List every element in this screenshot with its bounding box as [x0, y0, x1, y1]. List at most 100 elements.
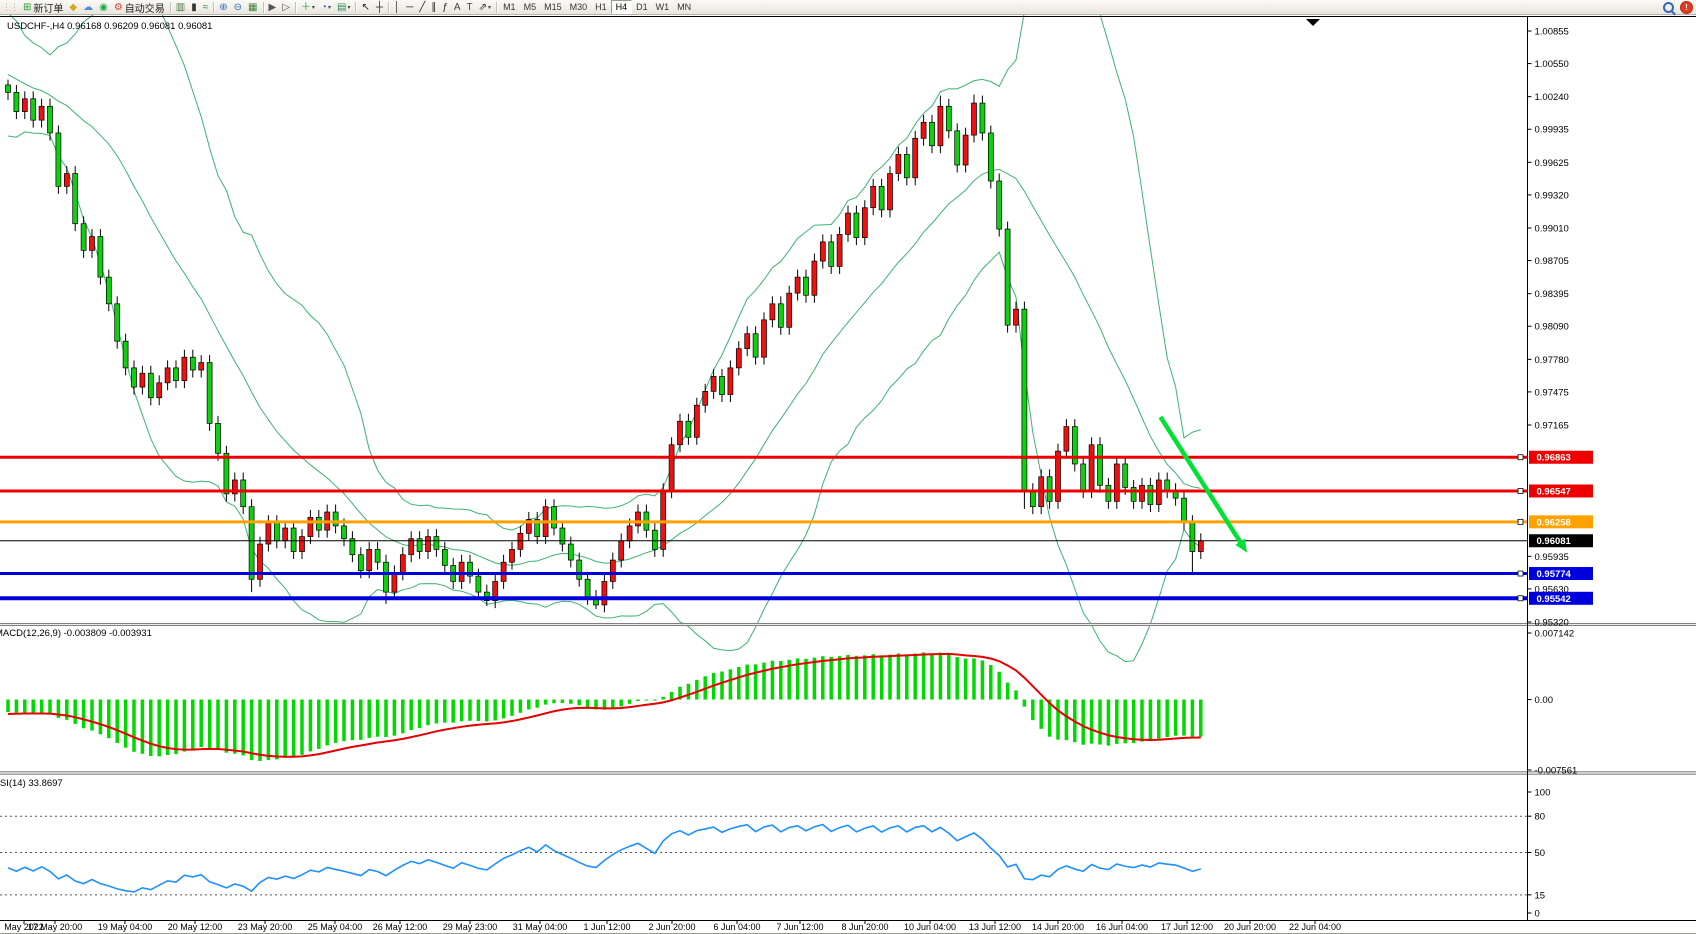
rsi-tick-label: 15 — [1535, 890, 1546, 901]
line-chart-button[interactable]: ≈ — [200, 1, 212, 14]
search-button-icon — [1663, 1, 1674, 13]
zoom-in-button[interactable]: ⊕ — [216, 1, 230, 14]
fibonacci-icon: ƒ — [442, 1, 448, 13]
chart-shift-button[interactable]: ▷ — [279, 1, 293, 14]
search-button[interactable] — [1660, 1, 1677, 14]
time-tick-label: 31 May 04:00 — [513, 922, 568, 932]
price-tick-label: 0.99935 — [1535, 125, 1569, 136]
time-tick-label: 13 Jun 12:00 — [969, 922, 1021, 932]
trendline-button[interactable]: ╱ — [416, 1, 428, 14]
time-tick-label: 7 Jun 12:00 — [776, 922, 823, 932]
zoom-out-button[interactable]: ⊖ — [231, 1, 245, 14]
fibonacci-button[interactable]: ƒ — [439, 1, 451, 14]
price-tick-label: 0.95630 — [1535, 584, 1569, 595]
signals-icon[interactable]: ◉ — [96, 1, 111, 14]
text-button[interactable]: A — [451, 1, 464, 14]
timeframe-button-h4[interactable]: H4 — [610, 0, 633, 14]
macd-tick-label: -0.007561 — [1535, 766, 1578, 777]
price-label-text: 0.96547 — [1537, 486, 1571, 497]
time-tick-label: 2 Jun 20:00 — [648, 922, 695, 932]
profiles-icon[interactable]: ☁ — [80, 1, 96, 14]
profiles-icon-icon: ☁ — [83, 1, 94, 13]
auto-trading-button[interactable]: ⚙ 自动交易 — [111, 1, 168, 15]
hline-anchor — [1517, 570, 1524, 577]
cursor-button[interactable]: ↖ — [358, 1, 372, 14]
tile-windows-icon: ▦ — [248, 1, 258, 13]
price-tick-label: 0.98090 — [1535, 322, 1569, 333]
chevron-down-icon: ▾ — [327, 4, 331, 11]
macd-tick-label: 0.007142 — [1535, 629, 1575, 640]
timeframe-button-m15[interactable]: M15 — [544, 2, 562, 12]
price-label-box — [1529, 515, 1593, 529]
bollinger-lower-band — [7, 131, 1202, 663]
chart-shift-marker[interactable] — [1306, 19, 1320, 26]
bollinger-upper-band — [7, 0, 1201, 531]
timeframe-button-h1[interactable]: H1 — [595, 2, 607, 12]
rsi-indicator-label: RSI(14) 33.8697 — [0, 778, 63, 789]
auto-scroll-button[interactable]: ▶ — [266, 1, 280, 14]
trend-arrow-annotation[interactable] — [1158, 415, 1247, 553]
pane-separator[interactable] — [0, 771, 1696, 775]
time-tick-label: 14 Jun 20:00 — [1032, 922, 1084, 932]
timeframe-button-m5[interactable]: M5 — [523, 2, 537, 12]
timeframe-button-m1[interactable]: M1 — [503, 2, 516, 12]
notification-badge-icon: ! — [1680, 0, 1693, 14]
bar-chart-button[interactable]: ▥ — [173, 1, 188, 14]
macd-tick-label: 0.00 — [1535, 695, 1554, 706]
bollinger-middle-band — [7, 74, 1201, 566]
price-tick-label: 0.98705 — [1535, 256, 1569, 267]
price-label-box — [1529, 534, 1593, 548]
candlestick-chart-button[interactable]: ▮ — [188, 1, 200, 14]
pane-separator[interactable] — [0, 623, 1696, 626]
price-label-text: 0.96863 — [1537, 453, 1571, 464]
time-tick-label: 26 May 12:00 — [373, 922, 428, 932]
zoom-in-icon: ⊕ — [219, 1, 228, 13]
bollinger-bands — [7, 0, 1202, 663]
equidistant-channel-button[interactable]: ∥ — [428, 1, 439, 14]
rsi-axis[interactable]: 100 80 50 15 0 — [1527, 788, 1551, 920]
chart-background — [0, 14, 1696, 934]
horizontal-line-button[interactable]: ─ — [403, 1, 416, 14]
arrow-objects-button[interactable]: ⇗ ▾ — [476, 1, 494, 14]
timeframe-button-m30[interactable]: M30 — [569, 2, 588, 12]
timeframe-button-d1[interactable]: D1 — [636, 2, 648, 12]
market-watch-icon[interactable]: ◆ — [66, 1, 80, 14]
main-toolbar: ⋮⋮ ⊞ 新订单 ◆ ☁ ◉ ⚙ 自动交易 ▥ ▮ ≈ ⊕ ⊖ ▦ ▶ ▷ ＋ ▾ ◔ ▾ ▤ ▾ ↖ ┼ │ ─ ╱ ∥ ƒ A T ⇗ ▾ M… — [0, 0, 1696, 15]
time-tick-label: 17 May 20:00 — [28, 922, 83, 932]
price-axis[interactable]: 1.00855 1.00550 1.00240 0.99935 0.99625 0.993… — [1527, 27, 1594, 629]
hline-anchor — [1517, 488, 1524, 494]
rsi-tick-label: 0 — [1535, 909, 1540, 920]
macd-signal-line — [7, 652, 1201, 758]
arrow-head — [1235, 538, 1247, 553]
price-tick-label: 1.00240 — [1535, 92, 1569, 103]
new-order-button[interactable]: ⊞ 新订单 — [20, 1, 66, 15]
notification-badge[interactable]: ! — [1677, 0, 1696, 14]
timeframe-button-mn[interactable]: MN — [677, 2, 692, 12]
horizontal-line-icon: ─ — [406, 1, 414, 13]
equidistant-channel-icon: ∥ — [431, 1, 437, 13]
text-label-button[interactable]: T — [464, 1, 476, 14]
time-tick-label: 1 Jun 12:00 — [583, 922, 630, 932]
macd-indicator-label: MACD(12,26,9) -0.003809 -0.003931 — [0, 628, 152, 639]
cursor-icon: ↖ — [361, 1, 370, 13]
timeframe-button-w1[interactable]: W1 — [655, 2, 670, 12]
chart-title: USDCHF-,H4 0.96168 0.96209 0.96081 0.960… — [7, 21, 213, 32]
macd-axis[interactable]: 0.007142 0.00 -0.007561 — [1527, 629, 1578, 777]
indicators-button[interactable]: ＋ ▾ — [298, 1, 318, 14]
indicators-icon: ＋ — [300, 1, 311, 13]
time-tick-label: 19 May 04:00 — [98, 922, 153, 932]
price-tick-label: 0.98395 — [1535, 289, 1569, 300]
time-tick-label: 20 Jun 20:00 — [1224, 922, 1276, 932]
price-label-box — [1529, 484, 1593, 498]
price-tick-label: 0.95320 — [1535, 618, 1569, 629]
crosshair-button[interactable]: ┼ — [373, 1, 386, 14]
periods-button[interactable]: ◔ ▾ — [318, 1, 334, 14]
vertical-line-button[interactable]: │ — [391, 1, 403, 14]
arrow-objects-icon: ⇗ — [478, 1, 488, 13]
price-tick-label: 0.97780 — [1535, 355, 1569, 366]
tile-windows-button[interactable]: ▦ — [245, 1, 260, 14]
templates-button[interactable]: ▤ ▾ — [334, 1, 353, 14]
horizontal-line-objects[interactable] — [0, 454, 1528, 602]
